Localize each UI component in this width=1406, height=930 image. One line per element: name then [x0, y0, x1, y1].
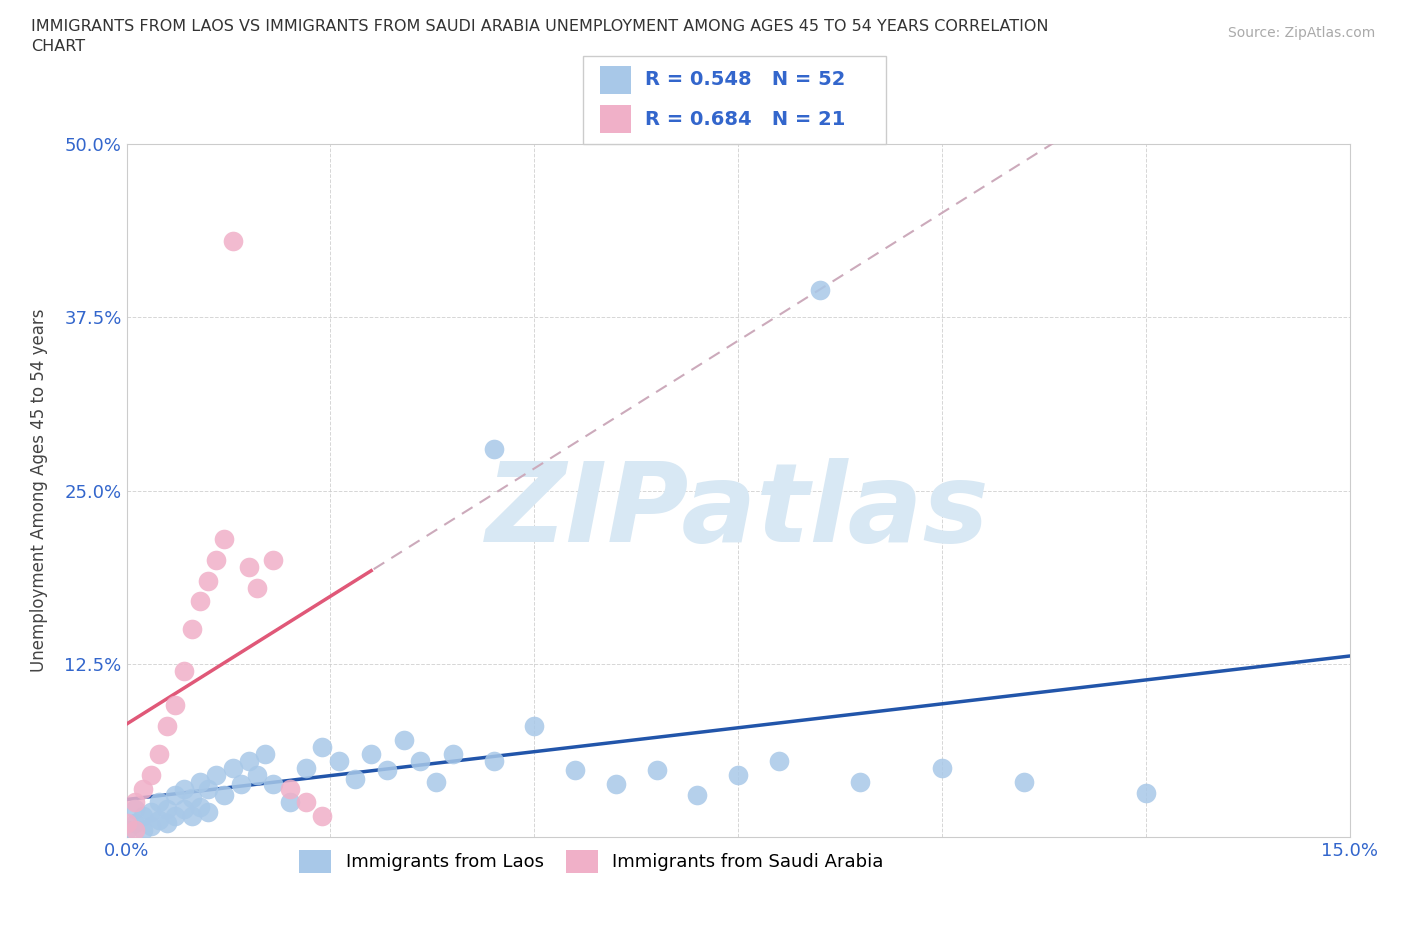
Point: [205, 767, 228, 782]
Point: [148, 795, 170, 810]
Point: [808, 282, 831, 297]
Point: [180, 790, 202, 805]
Text: IMMIGRANTS FROM LAOS VS IMMIGRANTS FROM SAUDI ARABIA UNEMPLOYMENT AMONG AGES 45 : IMMIGRANTS FROM LAOS VS IMMIGRANTS FROM …: [31, 19, 1049, 33]
Point: [1135, 785, 1157, 800]
Point: [221, 761, 243, 776]
Point: [165, 788, 187, 803]
Point: [188, 799, 211, 814]
Point: [360, 747, 382, 762]
Point: [148, 747, 170, 762]
Point: [311, 809, 333, 824]
Point: [849, 774, 872, 789]
Point: [197, 573, 219, 588]
Text: R = 0.684   N = 21: R = 0.684 N = 21: [645, 110, 846, 128]
Point: [482, 442, 505, 457]
Point: [156, 816, 179, 830]
Text: CHART: CHART: [31, 39, 84, 54]
Text: Source: ZipAtlas.com: Source: ZipAtlas.com: [1227, 26, 1375, 40]
Point: [188, 594, 211, 609]
Point: [197, 804, 219, 819]
Point: [262, 777, 284, 791]
Point: [124, 816, 146, 830]
Point: [124, 823, 146, 838]
Point: [132, 781, 155, 796]
Point: [139, 818, 162, 833]
Point: [931, 761, 953, 776]
Y-axis label: Unemployment Among Ages 45 to 54 years: Unemployment Among Ages 45 to 54 years: [30, 309, 48, 672]
Point: [124, 802, 146, 817]
Point: [441, 747, 464, 762]
Point: [343, 771, 366, 786]
Point: [173, 802, 195, 817]
Point: [377, 763, 399, 777]
Point: [425, 774, 447, 789]
Point: [295, 761, 318, 776]
Point: [132, 809, 155, 824]
Point: [311, 739, 333, 754]
Point: [205, 552, 228, 567]
Point: [246, 767, 269, 782]
Point: [238, 559, 260, 574]
Point: [173, 781, 195, 796]
Point: [1012, 774, 1035, 789]
Point: [165, 809, 187, 824]
Point: [156, 802, 179, 817]
Text: R = 0.548   N = 52: R = 0.548 N = 52: [645, 71, 846, 89]
Point: [132, 823, 155, 838]
Point: [278, 795, 301, 810]
Point: [686, 788, 709, 803]
Point: [180, 809, 202, 824]
Point: [124, 795, 146, 810]
Point: [173, 663, 195, 678]
Point: [115, 823, 138, 838]
Point: [238, 753, 260, 768]
Point: [197, 781, 219, 796]
Point: [165, 698, 187, 712]
Point: [409, 753, 432, 768]
Point: [523, 719, 546, 734]
Point: [605, 777, 627, 791]
Point: [214, 788, 236, 803]
Point: [115, 816, 138, 830]
Point: [278, 781, 301, 796]
Point: [727, 767, 749, 782]
Legend: Immigrants from Laos, Immigrants from Saudi Arabia: Immigrants from Laos, Immigrants from Sa…: [291, 843, 891, 880]
Point: [295, 795, 318, 810]
Point: [246, 580, 269, 595]
Point: [139, 804, 162, 819]
Point: [188, 774, 211, 789]
Point: [254, 747, 277, 762]
Point: [328, 753, 350, 768]
Point: [156, 719, 179, 734]
Point: [180, 622, 202, 637]
Point: [392, 733, 415, 748]
Point: [645, 763, 668, 777]
Point: [229, 777, 252, 791]
Point: [221, 233, 243, 248]
Text: ZIPatlas: ZIPatlas: [486, 458, 990, 565]
Point: [768, 753, 790, 768]
Point: [262, 552, 284, 567]
Point: [214, 532, 236, 547]
Point: [148, 813, 170, 828]
Point: [139, 767, 162, 782]
Point: [482, 753, 505, 768]
Point: [564, 763, 586, 777]
